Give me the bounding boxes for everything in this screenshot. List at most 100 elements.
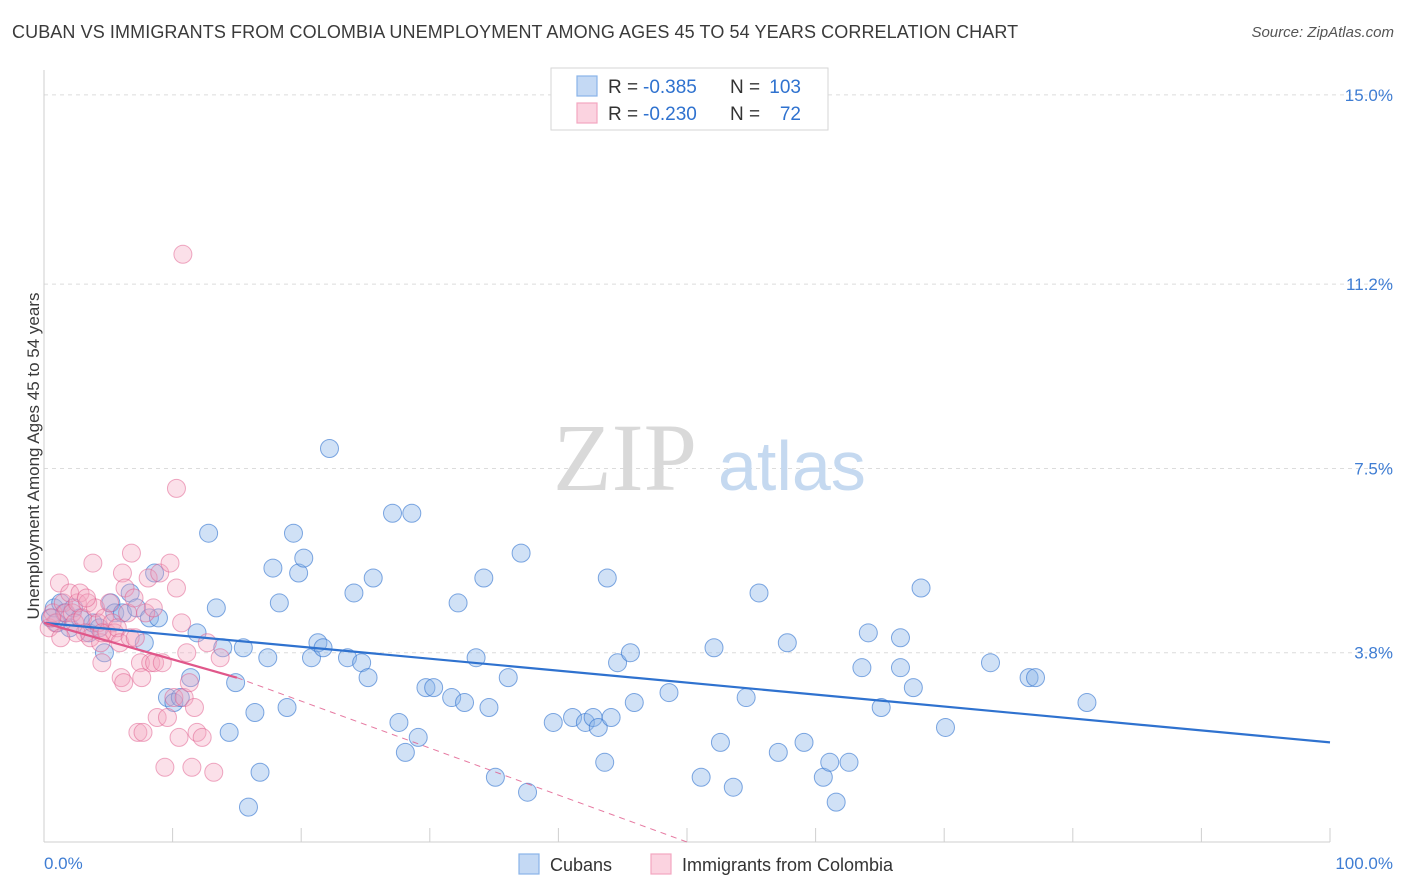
colombia-point [112, 563, 132, 583]
cubans-point [498, 668, 518, 688]
watermark-atlas: atlas [718, 427, 866, 505]
cubans-point [890, 628, 910, 648]
bottom-legend-swatch-cubans [518, 853, 540, 875]
colombia-point [172, 613, 192, 633]
cubans-point [289, 563, 309, 583]
cubans-point [395, 742, 415, 762]
colombia-point [157, 707, 177, 727]
x-tick-label-min: 0.0% [44, 854, 83, 873]
cubans-point [935, 717, 955, 737]
cubans-point [233, 638, 253, 658]
cubans-point [518, 782, 538, 802]
cubans-point [442, 688, 462, 708]
colombia-point [184, 698, 204, 718]
cubans-point [474, 568, 494, 588]
watermark-zip: ZIP [553, 404, 697, 511]
cubans-point [624, 693, 644, 713]
cubans-point [839, 752, 859, 772]
colombia-point [92, 653, 112, 673]
legend-n-label-2: N = [730, 104, 760, 125]
legend-swatch-cubans [576, 75, 598, 97]
colombia-point [210, 648, 230, 668]
cubans-point [319, 439, 339, 459]
cubans-point [777, 633, 797, 653]
cubans-trend-line [43, 621, 1331, 744]
gridlines [44, 94, 1393, 654]
cubans-point [226, 673, 246, 693]
cubans-points [40, 439, 1097, 817]
colombia-point [182, 757, 202, 777]
cubans-point [858, 623, 878, 643]
cubans-point [389, 712, 409, 732]
colombia-point [164, 688, 184, 708]
cubans-point [911, 578, 931, 598]
colombia-point [179, 673, 199, 693]
y-tick-label: 3.8% [1354, 644, 1393, 663]
cubans-point [601, 707, 621, 727]
colombia-point [166, 478, 186, 498]
watermark: ZIP atlas [553, 404, 866, 511]
bottom-legend-cubans: Cubans [550, 855, 612, 875]
colombia-point [130, 653, 150, 673]
chart-title: CUBAN VS IMMIGRANTS FROM COLOMBIA UNEMPL… [12, 22, 1019, 42]
cubans-point [145, 563, 165, 583]
cubans-point [363, 568, 383, 588]
cubans-point [455, 693, 475, 713]
colombia-points [39, 244, 230, 782]
cubans-point [269, 593, 289, 613]
legend-r-value-2: -0.230 [643, 104, 697, 125]
colombia-point [51, 628, 71, 648]
cubans-point [416, 678, 436, 698]
cubans-point [736, 688, 756, 708]
source-credit: Source: ZipAtlas.com [1251, 24, 1394, 41]
colombia-point [100, 593, 120, 613]
correlation-legend: R = -0.385 N = 103 R = -0.230 N = 72 [550, 67, 829, 131]
colombia-point [138, 568, 158, 588]
cubans-point [148, 608, 168, 628]
cubans-point [723, 777, 743, 797]
cubans-point [344, 583, 364, 603]
colombia-point [192, 727, 212, 747]
cubans-point [199, 523, 219, 543]
cubans-point [1026, 668, 1046, 688]
cubans-point [980, 653, 1000, 673]
colombia-point [111, 668, 131, 688]
cubans-point [691, 767, 711, 787]
colombia-point [169, 727, 189, 747]
cubans-point [1019, 668, 1039, 688]
colombia-point [70, 583, 90, 603]
colombia-point [121, 543, 141, 563]
cubans-point [1077, 693, 1097, 713]
cubans-point [543, 712, 563, 732]
cubans-point [358, 668, 378, 688]
cubans-point [250, 762, 270, 782]
cubans-point [337, 648, 357, 668]
bottom-legend-colombia: Immigrants from Colombia [682, 855, 894, 875]
cubans-point [871, 698, 891, 718]
colombia-point [49, 573, 69, 593]
legend-r-value-1: -0.385 [643, 77, 697, 98]
colombia-point [128, 722, 148, 742]
colombia-point [76, 588, 96, 608]
colombia-point [155, 757, 175, 777]
colombia-trend-line [43, 621, 238, 679]
cubans-point [258, 648, 278, 668]
cubans-point [620, 643, 640, 663]
cubans-point [563, 707, 583, 727]
cubans-point [826, 792, 846, 812]
colombia-point [132, 668, 152, 688]
cubans-point [768, 742, 788, 762]
colombia-point [174, 688, 194, 708]
colombia-point [83, 553, 103, 573]
cubans-point [659, 683, 679, 703]
cubans-point [424, 678, 444, 698]
cubans-point [890, 658, 910, 678]
cubans-point [820, 752, 840, 772]
cubans-point [448, 593, 468, 613]
cubans-point [112, 603, 132, 623]
colombia-point [204, 762, 224, 782]
legend-r-label-2: R = [608, 104, 638, 125]
legend-n-value-2: 72 [780, 104, 801, 125]
cubans-point [608, 653, 628, 673]
